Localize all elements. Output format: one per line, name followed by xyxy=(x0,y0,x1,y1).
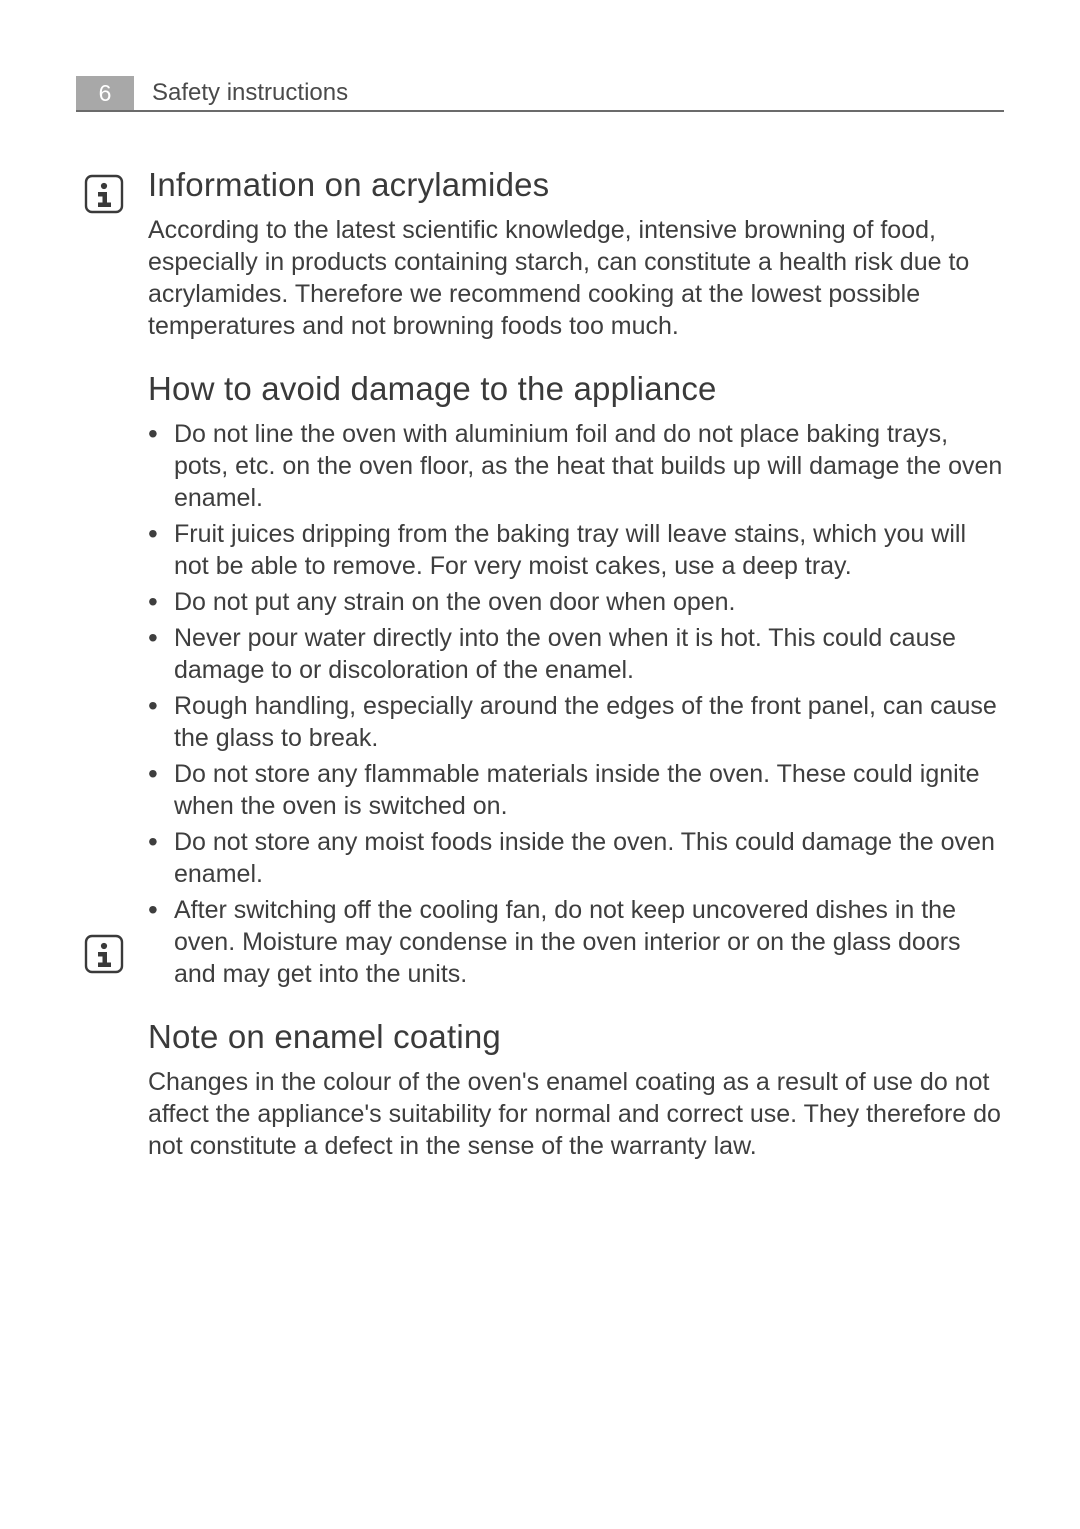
list-item: Fruit juices dripping from the baking tr… xyxy=(148,518,1004,582)
page-content: Information on acrylamides According to … xyxy=(76,166,1004,1162)
info-icon xyxy=(84,174,124,214)
section-enamel-note: Note on enamel coating Changes in the co… xyxy=(148,1018,1004,1162)
list-item: Do not store any moist foods inside the … xyxy=(148,826,1004,890)
page-number: 6 xyxy=(76,76,134,110)
section-acrylamides: Information on acrylamides According to … xyxy=(148,166,1004,342)
list-item: After switching off the cooling fan, do … xyxy=(148,894,1004,990)
list-item: Never pour water directly into the oven … xyxy=(148,622,1004,686)
info-icon xyxy=(84,934,124,974)
body-enamel-note: Changes in the colour of the oven's enam… xyxy=(148,1066,1004,1162)
list-item: Do not line the oven with aluminium foil… xyxy=(148,418,1004,514)
bullet-list-avoid-damage: Do not line the oven with aluminium foil… xyxy=(148,418,1004,990)
header-section-title: Safety instructions xyxy=(134,76,348,110)
heading-avoid-damage: How to avoid damage to the appliance xyxy=(148,370,1004,408)
heading-acrylamides: Information on acrylamides xyxy=(148,166,1004,204)
section-avoid-damage: How to avoid damage to the appliance Do … xyxy=(148,370,1004,990)
list-item: Rough handling, especially around the ed… xyxy=(148,690,1004,754)
body-acrylamides: According to the latest scientific knowl… xyxy=(148,214,1004,342)
page-header: 6 Safety instructions xyxy=(76,76,1004,112)
document-page: 6 Safety instructions Information on acr… xyxy=(0,0,1080,1529)
list-item: Do not store any flammable materials ins… xyxy=(148,758,1004,822)
heading-enamel-note: Note on enamel coating xyxy=(148,1018,1004,1056)
list-item: Do not put any strain on the oven door w… xyxy=(148,586,1004,618)
